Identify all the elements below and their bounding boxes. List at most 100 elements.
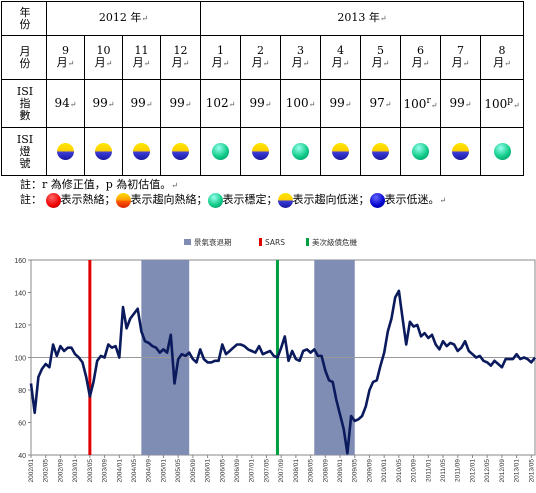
index-row: ISI 指 數 94↵ 99↵ 99↵ 99↵ 102↵ 99↵ 100↵ 99↵ 97↵ 100… <box>1 79 524 128</box>
year-2013: 2013 年↵ <box>200 1 524 36</box>
row-header-month: 月 份 <box>1 35 47 80</box>
x-tick-label: 2013/05 <box>528 459 535 483</box>
x-tick-label: 2004/09 <box>146 459 153 483</box>
index-cell: 100↵ <box>280 79 321 128</box>
signal-cell <box>240 127 281 176</box>
legend-prefix: 註： <box>20 193 42 206</box>
x-tick-label: 2004/01 <box>116 459 123 483</box>
signal-light-icon <box>412 143 429 160</box>
x-tick-label: 2012/09 <box>499 459 506 483</box>
x-tick-label: 2010/09 <box>411 459 418 483</box>
legend-text: 表示低迷。 <box>384 193 440 206</box>
x-tick-label: 2011/05 <box>440 459 447 482</box>
signal-light-icon <box>292 143 309 160</box>
signal-light-icon <box>277 192 293 208</box>
x-tick-label: 2004/05 <box>131 459 138 483</box>
signal-light-icon <box>172 143 189 160</box>
x-tick-label: 2008/05 <box>308 459 315 483</box>
legend-swatch <box>184 239 191 245</box>
signal-cell <box>400 127 441 176</box>
x-tick-label: 2012/05 <box>484 459 491 483</box>
signal-cell <box>280 127 321 176</box>
x-tick-label: 2009/05 <box>352 459 359 483</box>
x-tick-label: 2012/01 <box>469 459 476 483</box>
x-tick-label: 2005/05 <box>175 459 182 483</box>
x-tick-label: 2010/05 <box>396 459 403 483</box>
signal-cell <box>480 127 524 176</box>
x-tick-label: 2011/01 <box>425 459 432 482</box>
legend-text: 表示趨向低迷； <box>292 193 370 206</box>
signal-light-icon <box>493 143 511 160</box>
legend-swatch <box>259 238 262 246</box>
month-cell: 12 月↵ <box>160 35 201 80</box>
y-tick-label: 100 <box>14 356 26 363</box>
x-tick-label: 2007/05 <box>263 459 270 483</box>
signal-cell <box>46 127 85 176</box>
index-cell: 97↵ <box>360 79 401 128</box>
signal-cell <box>84 127 123 176</box>
row-header-year: 年 份 <box>1 1 47 36</box>
signal-cell <box>360 127 401 176</box>
x-tick-label: 2003/09 <box>102 459 109 483</box>
x-tick-label: 2002/09 <box>57 459 64 483</box>
x-tick-label: 2003/05 <box>87 459 94 483</box>
index-cell: 99↵ <box>320 79 361 128</box>
month-cell: 3 月↵ <box>280 35 321 80</box>
index-cell: 99↵ <box>440 79 481 128</box>
x-tick-label: 2009/01 <box>337 459 344 483</box>
x-tick-label: 2005/01 <box>160 459 167 483</box>
legend-text: 表示趨向熱絡； <box>130 193 208 206</box>
x-tick-label: 2011/09 <box>455 459 462 482</box>
x-tick-label: 2007/09 <box>278 459 285 483</box>
signal-light-icon <box>57 143 74 160</box>
index-cell: 100p↵ <box>480 79 524 128</box>
month-cell: 5 月↵ <box>360 35 401 80</box>
signal-cell <box>200 127 241 176</box>
signal-light-icon <box>95 143 112 160</box>
y-tick-label: 160 <box>14 258 26 265</box>
legend-label: 景氣衰退期 <box>194 237 232 247</box>
isi-line-chart: 40 60 80 100 120 140 160 2002/01 2002/05 2002/09 2… <box>0 230 536 493</box>
row-header-index: ISI 指 數 <box>1 79 47 128</box>
x-tick-label: 2013/01 <box>514 459 521 483</box>
month-row: 月 份 9 月↵ 10 月↵ 11 月↵ 12 月↵ 1 月↵ 2 月↵ 3 月↵ 4 月↵ 5… <box>1 35 524 80</box>
y-tick-label: 120 <box>14 323 26 330</box>
y-tick-label: 60 <box>18 421 26 428</box>
x-tick-label: 2009/09 <box>366 459 373 483</box>
month-cell: 1 月↵ <box>200 35 241 80</box>
x-tick-label: 2006/09 <box>234 459 241 483</box>
x-tick-label: 2006/05 <box>219 459 226 483</box>
signal-cell <box>160 127 201 176</box>
signal-light-icon <box>45 192 61 208</box>
year-2012: 2012 年↵ <box>46 1 201 36</box>
x-tick-label: 2003/01 <box>72 459 79 483</box>
isi-series-line <box>29 289 536 455</box>
month-cell: 9 月↵ <box>46 35 85 80</box>
x-tick-label: 2008/01 <box>293 459 300 483</box>
x-tick-label: 2002/01 <box>28 459 35 483</box>
month-cell: 11 月↵ <box>122 35 161 80</box>
index-cell: 99↵ <box>84 79 123 128</box>
legend-label: SARS <box>265 238 285 247</box>
month-cell: 2 月↵ <box>240 35 281 80</box>
isi-signal-table: 年 份 2012 年↵ 2013 年↵ 月 份 9 月↵ 10 月↵ 11 月↵ 12… <box>1 1 524 176</box>
signal-light-icon <box>452 143 469 160</box>
chart-svg: 40 60 80 100 120 140 160 2002/01 2002/05 2002/09 2… <box>14 237 536 483</box>
x-tick-label: 2006/01 <box>205 459 212 483</box>
signal-light-icon <box>252 143 269 160</box>
signal-legend: 註： 表示熱絡； 表示趨向熱絡； 表示穩定； 表示趨向低迷； 表示低迷。↵ <box>20 192 447 208</box>
index-cell: 99↵ <box>160 79 201 128</box>
legend-text: 表示穩定； <box>222 193 278 206</box>
legend-label: 美次級債危機 <box>312 237 357 247</box>
signal-cell <box>320 127 361 176</box>
legend-swatch <box>306 238 309 246</box>
signal-light-icon <box>369 192 385 208</box>
x-tick-label: 2010/01 <box>381 459 388 483</box>
y-tick-label: 40 <box>18 453 26 460</box>
month-cell: 10 月↵ <box>84 35 123 80</box>
signal-light-icon <box>133 143 150 160</box>
signal-light-icon <box>332 143 349 160</box>
signal-light-icon <box>212 143 229 160</box>
index-cell: 99↵ <box>122 79 161 128</box>
y-tick-label: 80 <box>18 388 26 395</box>
